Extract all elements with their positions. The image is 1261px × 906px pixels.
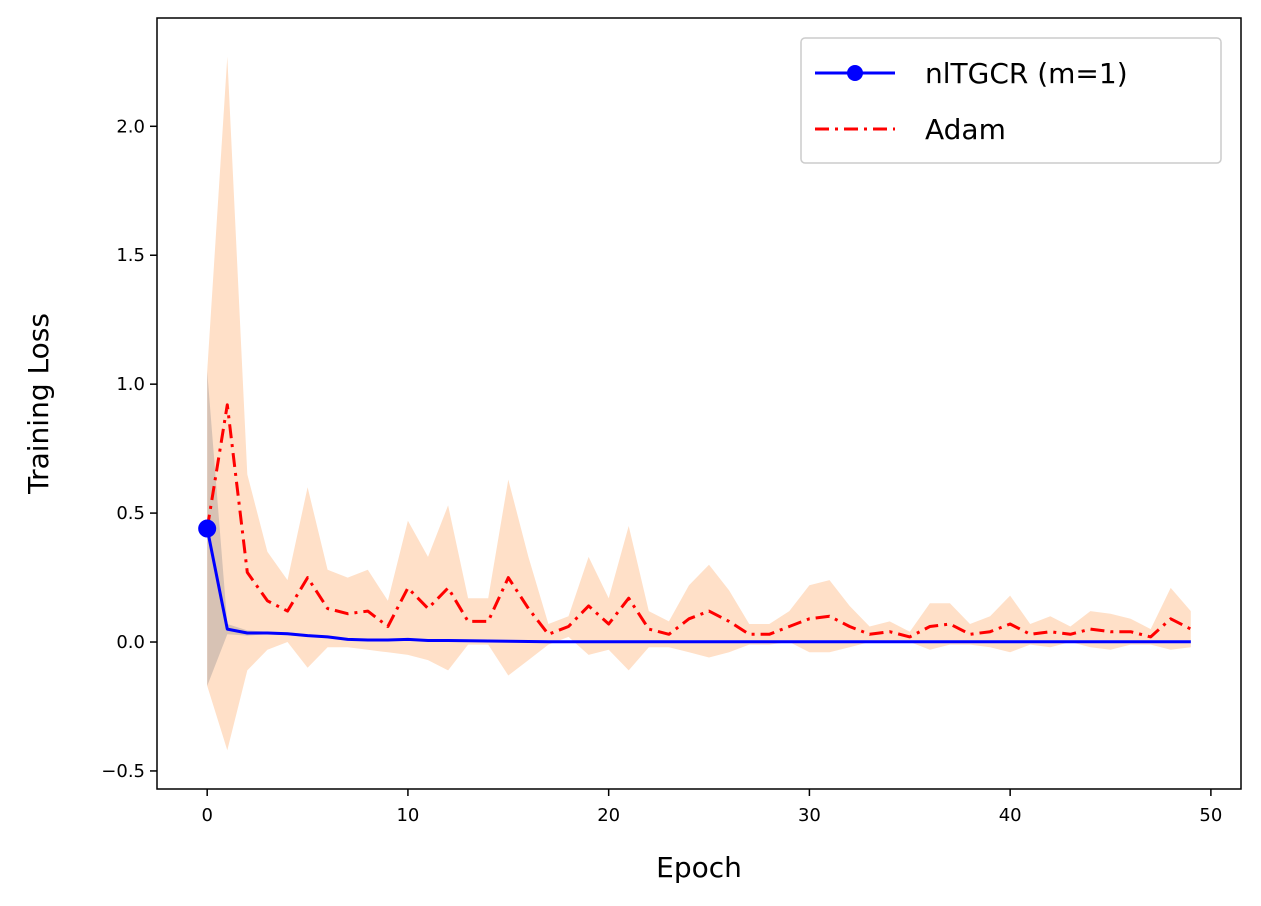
series-line-nltgcr [205,528,1191,644]
series-line-adam [205,403,1192,639]
nltgcr-start-marker [198,519,217,538]
x-tick-label: 30 [798,805,821,826]
y-axis-label: Training Loss [22,313,55,495]
y-axis-ticks: −0.5 0.0 0.5 1.0 1.5 2.0 [101,116,157,782]
x-tick-label: 40 [999,805,1022,826]
legend-box [800,37,1222,164]
plot-frame [156,17,1242,790]
band-adam [207,56,1191,751]
y-tick-label: 1.0 [116,374,145,395]
x-tick-label: 0 [201,805,212,826]
x-tick-label: 50 [1199,805,1222,826]
y-tick-label: 0.0 [116,632,145,653]
legend-label-adam: Adam [925,113,1006,146]
legend: nlTGCR (m=1) Adam [800,37,1222,164]
confidence-bands [207,56,1191,751]
x-axis-ticks: 0 10 20 30 40 50 [201,789,1222,826]
y-tick-label: 1.5 [116,245,145,266]
y-tick-label: 0.5 [116,503,145,524]
y-tick-label: 2.0 [116,116,145,137]
x-axis-label: Epoch [656,851,742,884]
legend-label-nltgcr: nlTGCR (m=1) [925,57,1128,90]
y-tick-label: −0.5 [101,761,145,782]
x-tick-label: 10 [396,805,419,826]
series-lines [198,403,1192,644]
legend-marker-nltgcr [847,65,863,81]
x-tick-label: 20 [597,805,620,826]
